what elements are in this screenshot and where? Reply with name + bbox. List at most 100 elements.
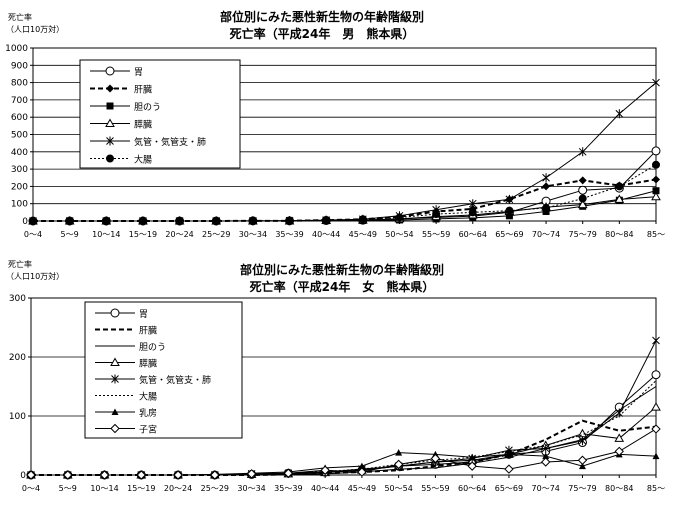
data-point <box>26 470 36 480</box>
x-tick-label: 50～54 <box>385 230 413 239</box>
data-point <box>504 464 514 474</box>
data-point <box>136 470 147 480</box>
data-point <box>578 185 588 195</box>
data-point <box>175 217 184 225</box>
x-tick-label: 25～29 <box>202 230 230 239</box>
data-point <box>283 468 294 478</box>
x-tick-label: 10～14 <box>92 230 120 239</box>
x-tick-label: 0～4 <box>22 484 40 493</box>
data-point <box>173 470 183 480</box>
legend-label: 大腸 <box>134 154 152 166</box>
y-tick-label: 0 <box>22 217 28 227</box>
data-point <box>578 176 587 185</box>
data-point <box>615 109 624 119</box>
data-point <box>111 374 119 384</box>
data-point <box>65 217 74 225</box>
x-tick-label: 40～44 <box>311 484 339 493</box>
x-tick-label: 85～ <box>647 230 665 239</box>
x-tick-label: 40～44 <box>312 230 340 239</box>
series-7 <box>26 424 661 480</box>
data-point <box>505 450 513 458</box>
data-point <box>393 459 404 470</box>
data-point <box>652 160 660 169</box>
x-tick-label: 60～64 <box>459 230 487 239</box>
x-tick-label: 10～14 <box>90 484 118 493</box>
data-point <box>106 136 114 146</box>
data-point <box>357 467 367 477</box>
data-point <box>542 182 551 191</box>
x-tick-label: 65～69 <box>495 484 523 493</box>
y-tick-label: 100 <box>9 412 26 422</box>
y-tick-label: 300 <box>9 294 26 304</box>
legend-label: 胃 <box>134 67 143 78</box>
legend-box <box>84 301 243 439</box>
legend-label: 気管・気管支・肺 <box>134 136 206 148</box>
legend-label: 乳房 <box>139 407 157 419</box>
y-tick-label: 800 <box>11 79 28 89</box>
legend-label: 胆のう <box>134 102 161 113</box>
legend-label: 膵臓 <box>134 120 152 131</box>
data-point <box>505 194 514 204</box>
legend-label: 肝臓 <box>134 85 152 96</box>
x-tick-label: 70～74 <box>532 230 560 239</box>
legend-label: 肝臓 <box>139 326 157 337</box>
x-tick-label: 15～19 <box>129 230 157 239</box>
data-point <box>651 424 661 434</box>
x-tick-label: 65～69 <box>495 230 523 239</box>
y-tick-label: 500 <box>11 131 28 141</box>
y-tick-label: 300 <box>11 165 28 175</box>
x-tick-label: 80～84 <box>605 230 633 239</box>
data-point <box>106 84 114 93</box>
legend-label: 胃 <box>139 309 148 320</box>
x-tick-label: 20～24 <box>164 484 192 493</box>
data-point <box>540 457 551 467</box>
data-point <box>285 216 294 225</box>
series-line <box>33 82 657 222</box>
data-point <box>614 446 624 457</box>
data-point <box>578 147 587 157</box>
x-tick-label: 30～34 <box>239 230 267 239</box>
legend-label: 大腸 <box>139 391 157 403</box>
x-tick-label: 85～ <box>647 484 665 493</box>
legend-label: 胆のう <box>139 342 166 353</box>
y-axis-unit: （人口10万対） <box>6 271 64 281</box>
x-tick-label: 45～49 <box>348 484 376 493</box>
y-tick-label: 400 <box>11 148 28 158</box>
data-point <box>105 66 115 76</box>
x-tick-label: 15～19 <box>127 484 155 493</box>
data-point <box>106 102 114 110</box>
y-axis-label: 死亡率 <box>8 12 32 22</box>
data-point <box>105 118 115 127</box>
data-point <box>430 453 441 464</box>
data-point <box>542 204 551 213</box>
x-tick-label: 30～34 <box>237 484 265 493</box>
data-point <box>102 217 111 225</box>
data-point <box>652 335 660 345</box>
x-tick-label: 75～79 <box>569 230 597 239</box>
x-tick-label: 55～59 <box>421 484 449 493</box>
data-point <box>578 194 587 203</box>
chart-title: 部位別にみた悪性新生物の年齢階級別 <box>240 262 444 277</box>
x-tick-label: 50～54 <box>384 484 412 493</box>
data-point <box>358 462 366 470</box>
data-point <box>614 194 625 203</box>
data-point <box>358 215 367 224</box>
y-tick-label: 100 <box>11 200 28 210</box>
data-point <box>432 210 441 219</box>
data-point <box>468 199 477 209</box>
data-point <box>505 212 513 220</box>
y-tick-label: 200 <box>9 353 26 363</box>
x-tick-label: 35～39 <box>275 230 303 239</box>
data-point <box>110 308 120 318</box>
data-point <box>467 461 477 471</box>
y-tick-label: 600 <box>11 113 28 123</box>
data-point <box>248 216 257 225</box>
x-tick-label: 45～49 <box>349 230 377 239</box>
data-point <box>395 213 404 222</box>
x-tick-label: 55～59 <box>422 230 450 239</box>
x-tick-label: 35～39 <box>274 484 302 493</box>
y-tick-label: 1000 <box>5 44 28 54</box>
